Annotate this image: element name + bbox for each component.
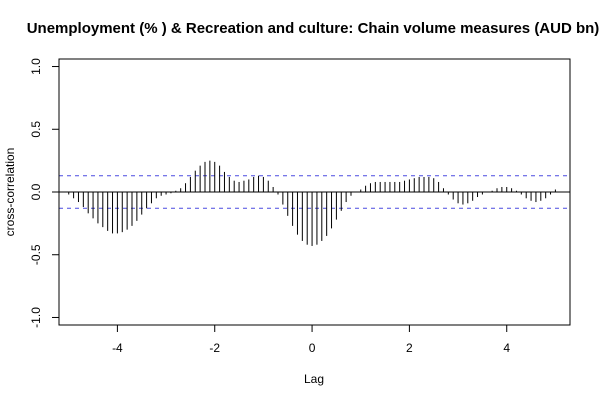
x-tick-label: -2 <box>209 341 220 355</box>
x-tick-label: -4 <box>112 341 123 355</box>
x-axis: -4 -2 0 2 4 <box>112 324 510 355</box>
y-tick-label: -1.0 <box>29 307 43 328</box>
x-tick-label: 2 <box>406 341 413 355</box>
x-tick-label: 4 <box>503 341 510 355</box>
y-axis-label: cross-correlation <box>3 148 17 237</box>
x-axis-label: Lag <box>304 372 324 386</box>
chart-title: Unemployment (% ) & Recreation and cultu… <box>27 20 600 37</box>
y-tick-label: 1.0 <box>29 58 43 75</box>
y-tick-label: 0.0 <box>29 183 43 200</box>
y-axis: -1.0 -0.5 0.0 0.5 1.0 <box>29 58 60 328</box>
y-tick-label: -0.5 <box>29 244 43 265</box>
confidence-bounds <box>59 175 570 209</box>
y-tick-label: 0.5 <box>29 121 43 138</box>
x-tick-label: 0 <box>309 341 316 355</box>
ccf-bars <box>59 160 570 246</box>
